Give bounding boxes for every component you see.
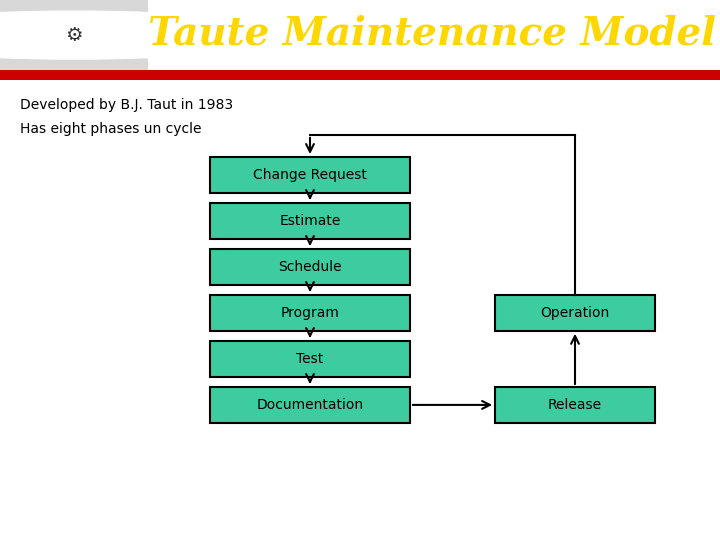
Text: Change Request: Change Request	[253, 168, 367, 182]
Text: Developed by B.J. Taut in 1983: Developed by B.J. Taut in 1983	[20, 98, 233, 112]
Text: Documentation: Documentation	[256, 398, 364, 412]
FancyBboxPatch shape	[210, 157, 410, 193]
Text: 103/
4.: 103/ 4.	[685, 515, 702, 534]
Text: Operation: Operation	[541, 306, 610, 320]
Circle shape	[0, 11, 289, 59]
FancyBboxPatch shape	[210, 295, 410, 331]
Text: © Bharati Vidyapeeth's Institute of Computer Applications and Management, New De: © Bharati Vidyapeeth's Institute of Comp…	[7, 519, 428, 529]
Text: Program: Program	[281, 306, 339, 320]
FancyBboxPatch shape	[210, 341, 410, 377]
FancyBboxPatch shape	[210, 387, 410, 423]
Text: Has eight phases un cycle: Has eight phases un cycle	[20, 122, 202, 136]
Text: Taute Maintenance Model: Taute Maintenance Model	[148, 15, 716, 53]
Text: ⚙: ⚙	[65, 25, 83, 45]
Bar	[0, 70, 720, 80]
Bar	[0, 0, 148, 70]
FancyBboxPatch shape	[495, 295, 655, 331]
Text: Schedule: Schedule	[278, 260, 342, 274]
FancyBboxPatch shape	[210, 203, 410, 239]
Text: Test: Test	[297, 352, 323, 366]
FancyBboxPatch shape	[210, 249, 410, 285]
Text: Release: Release	[548, 398, 602, 412]
Text: Estimate: Estimate	[279, 214, 341, 228]
FancyBboxPatch shape	[495, 387, 655, 423]
